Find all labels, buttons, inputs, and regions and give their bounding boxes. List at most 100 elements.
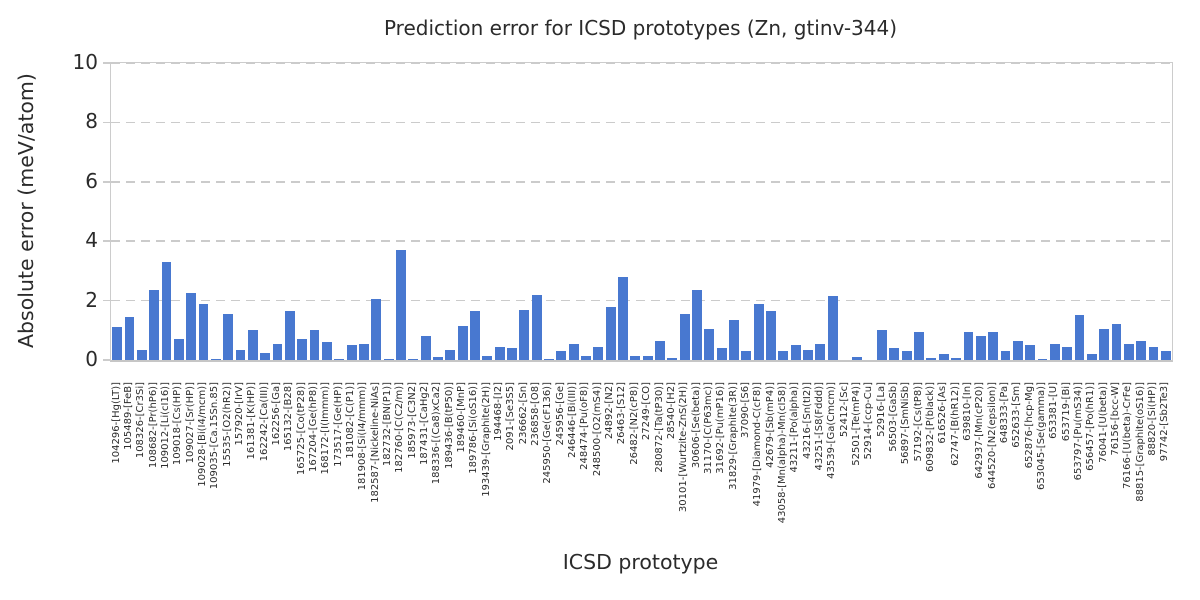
bar: [112, 327, 123, 360]
x-tick-label: 31692-[Pu(mP16)]: [715, 382, 727, 474]
bar: [1136, 340, 1147, 360]
bar: [395, 250, 406, 360]
bar: [790, 345, 801, 360]
x-tick-label: 52914-[ccp-Cu]: [863, 382, 875, 460]
bar: [1062, 346, 1073, 360]
bar: [704, 328, 715, 360]
x-tick-label: 248500-[O2(mS4)]: [591, 382, 603, 477]
gridline: [111, 62, 1172, 64]
bar: [988, 331, 999, 360]
x-tick-label: 57192-[Cs(tP8)]: [912, 382, 924, 462]
bar: [889, 348, 900, 360]
x-tick-label: 43251-[S8(Fddd)]: [813, 382, 825, 471]
bar: [383, 358, 394, 360]
x-tick-label: 97742-[Sb2Te3]: [1159, 382, 1171, 462]
bar: [531, 294, 542, 360]
y-tick-label: 2: [85, 287, 98, 312]
bar: [778, 351, 789, 360]
y-tick-mark: [103, 359, 110, 361]
bar: [260, 352, 271, 360]
x-tick-label: 76041-[U(beta)]: [1097, 382, 1109, 463]
x-tick-label: 43211-[Po(alpha)]: [789, 382, 801, 473]
bar: [938, 354, 949, 360]
x-tick-label: 653381-[U]: [1048, 382, 1060, 439]
x-tick-label: 62747-[B(hR12)]: [949, 382, 961, 466]
x-tick-label: 236662-[Sn]: [517, 382, 529, 445]
y-tick-label: 4: [85, 228, 98, 253]
x-tick-label: 193439-[Graphite(2H)]: [480, 382, 492, 497]
bar: [519, 309, 530, 360]
gridline: [111, 299, 1172, 302]
bar: [334, 359, 345, 360]
bar: [408, 359, 419, 360]
gridline: [111, 121, 1172, 124]
x-tick-label: 41979-[Diamond-C(cF8)]: [752, 382, 764, 507]
bar: [1000, 351, 1011, 360]
x-tick-label: 52501-[Te(mP4)]: [850, 382, 862, 466]
bar: [1160, 351, 1171, 360]
y-tick-label: 6: [85, 168, 98, 193]
x-tick-label: 109035-[Ca.15Sn.85]: [209, 382, 221, 490]
bar: [544, 358, 554, 360]
bar: [568, 343, 579, 360]
bar: [309, 330, 320, 360]
x-tick-label: 30606-[Se(beta)]: [690, 382, 702, 469]
x-tick-label: 616526-[As]: [937, 382, 949, 444]
bar: [951, 357, 962, 360]
bar: [803, 349, 813, 360]
bar: [618, 276, 628, 360]
bar: [136, 349, 147, 360]
bar: [173, 339, 184, 360]
bar: [753, 303, 764, 360]
bar: [827, 296, 838, 360]
y-axis-label: Absolute error (meV/atom): [14, 73, 38, 348]
x-tick-label: 165132-[B28]: [283, 382, 295, 452]
y-tick-label: 0: [85, 347, 98, 371]
x-tick-label: 642937-[Mn(cP20)]: [974, 382, 986, 479]
x-tick-label: 56897-[SmNiSb]: [900, 382, 912, 465]
bar: [247, 330, 258, 360]
bar: [161, 262, 172, 360]
x-tick-label: 653719-[Bi]: [1060, 382, 1072, 442]
x-tick-label: 185973-[C3N2]: [406, 382, 418, 459]
chart-title: Prediction error for ICSD prototypes (Zn…: [383, 16, 898, 40]
bar: [593, 346, 604, 360]
x-tick-label: 27249-[CO]: [641, 382, 653, 441]
x-tick-label: 181908-[Si(I4/mmm)]: [357, 382, 369, 491]
bar: [901, 351, 912, 360]
bar: [667, 357, 678, 360]
bar: [1012, 340, 1023, 360]
bar: [235, 349, 246, 360]
bar: [297, 339, 308, 360]
x-tick-label: 15535-[O2(hR2)]: [221, 382, 233, 467]
x-tick-label: 182587-[Nickeline-NiAs]: [369, 382, 381, 503]
x-tick-label: 189436-[B(tP50)]: [443, 382, 455, 469]
bar: [630, 356, 641, 360]
bar: [581, 355, 591, 360]
x-tick-label: 165725-[Co(tP28)]: [295, 382, 307, 476]
bar: [272, 343, 283, 360]
bar: [729, 319, 739, 360]
x-tick-label: 109027-[Sr(HP)]: [184, 382, 196, 464]
bar: [605, 306, 616, 360]
bar: [679, 313, 690, 360]
x-tick-label: 108326-[Cr3Si]: [135, 382, 147, 459]
x-tick-label: 43539-[Ga(Cmcm)]: [826, 382, 838, 479]
gridline: [111, 240, 1172, 242]
x-tick-label: 652633-[Sm]: [1011, 382, 1023, 448]
bar: [457, 325, 468, 360]
gridline: [111, 181, 1172, 183]
y-tick-mark: [103, 181, 110, 183]
y-tick-mark: [103, 62, 110, 64]
bar: [445, 349, 456, 360]
x-tick-label: 188336-[(Ca8)xCa2]: [431, 382, 443, 485]
x-tick-label: 245950-[Ge(cF136)]: [542, 382, 554, 484]
x-tick-label: 656457-[Po(hR1)]: [1085, 382, 1097, 471]
bar: [470, 311, 480, 360]
bar: [149, 290, 160, 360]
bar: [420, 336, 431, 360]
bar: [655, 340, 665, 360]
plot-area: [103, 62, 1173, 362]
bar: [482, 355, 493, 360]
